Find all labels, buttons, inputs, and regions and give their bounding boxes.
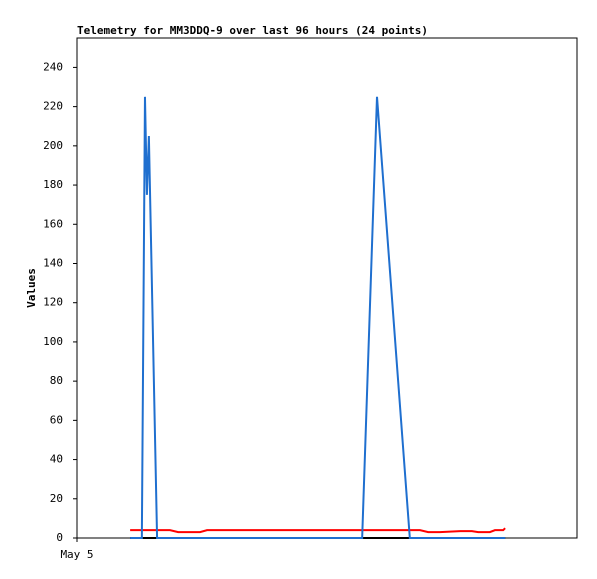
y-tick-label: 220 <box>43 100 63 113</box>
y-axis-label: Values <box>25 268 38 308</box>
x-tick-label: May 5 <box>60 548 93 561</box>
y-tick-label: 240 <box>43 60 63 73</box>
chart-title: Telemetry for MM3DDQ-9 over last 96 hour… <box>77 24 428 37</box>
y-tick-label: 60 <box>50 413 63 426</box>
y-tick-label: 20 <box>50 492 63 505</box>
y-tick-label: 160 <box>43 217 63 230</box>
y-tick-label: 40 <box>50 453 63 466</box>
y-tick-label: 0 <box>56 531 63 544</box>
series-line <box>130 96 506 539</box>
y-tick-label: 180 <box>43 178 63 191</box>
y-tick-label: 120 <box>43 296 63 309</box>
y-tick-label: 140 <box>43 256 63 269</box>
y-tick-label: 200 <box>43 139 63 152</box>
y-tick-label: 100 <box>43 335 63 348</box>
y-tick-label: 80 <box>50 374 63 387</box>
series-line <box>130 527 506 534</box>
